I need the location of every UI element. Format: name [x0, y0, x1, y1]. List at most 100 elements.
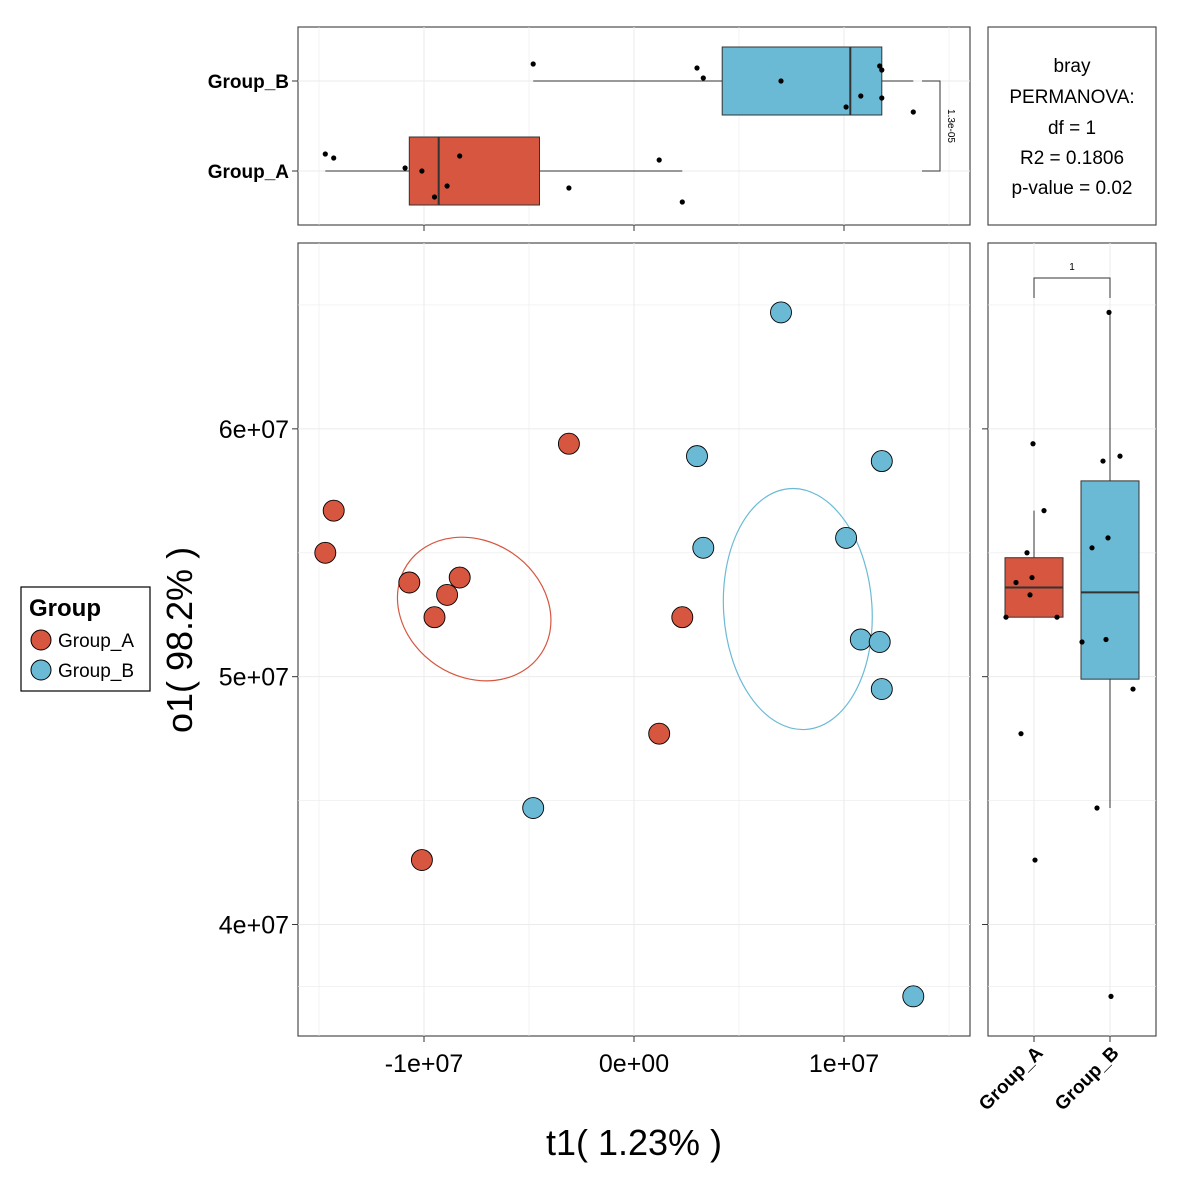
point-group-a: [410, 849, 433, 872]
top-boxplot-panel: 1.3e-05 Group_A Group_B: [208, 26, 971, 231]
jitter-point-group-a: [457, 153, 463, 159]
point-group-b: [686, 445, 708, 468]
x-tick-label: 0e+00: [599, 1050, 669, 1078]
legend-label-group-a: Group_A: [58, 631, 134, 652]
jitter-point-group-a: [331, 155, 337, 161]
legend-swatch-group-a: [30, 629, 52, 651]
jitter-point-group-b: [910, 109, 916, 115]
ellipse-group-a: [396, 536, 552, 682]
right-category-label: Group_B: [1051, 1043, 1123, 1115]
ellipse-group-b: [722, 487, 873, 731]
scatter-ticks: -1e+07 0e+00 1e+07 4e+07 5e+07 6e+07: [219, 416, 879, 1078]
right-boxplot-panel: 1 Group_A Group_B: [975, 242, 1157, 1115]
y-tick-label: 5e+07: [219, 664, 289, 692]
top-category-label: Group_A: [208, 162, 290, 183]
jitter-point-group-b: [1130, 686, 1136, 692]
jitter-point-group-b: [879, 95, 885, 101]
stats-pvalue: p-value = 0.02: [1012, 178, 1133, 199]
jitter-point-group-a: [1030, 441, 1036, 447]
significance-bracket-top: [922, 80, 941, 172]
point-group-b: [868, 631, 891, 653]
point-group-a: [648, 722, 671, 745]
x-tick-label: -1e+07: [385, 1050, 464, 1078]
point-group-a: [557, 432, 580, 455]
jitter-point-group-a: [1041, 508, 1047, 514]
point-group-b: [849, 628, 872, 651]
point-group-b: [522, 797, 545, 819]
jitter-point-group-a: [402, 165, 408, 171]
jitter-point-group-b: [1089, 545, 1095, 551]
permanova-stats-panel: bray PERMANOVA: df = 1 R2 = 0.1806 p-val…: [987, 26, 1157, 226]
jitter-point-group-b: [1106, 309, 1112, 315]
stats-method: bray: [1054, 56, 1091, 77]
jitter-point-group-b: [1100, 458, 1106, 464]
jitter-point-group-b: [1117, 453, 1123, 459]
jitter-point-group-a: [1027, 592, 1033, 598]
jitter-point-group-b: [843, 104, 849, 110]
jitter-point-group-a: [444, 183, 450, 189]
legend-label-group-b: Group_B: [58, 661, 134, 682]
point-group-b: [902, 985, 925, 1008]
jitter-point-group-b: [1103, 636, 1109, 643]
legend-swatch-group-b: [30, 659, 52, 681]
stats-r2: R2 = 0.1806: [1020, 148, 1124, 169]
point-group-a: [314, 541, 337, 564]
jitter-point-group-b: [1094, 805, 1100, 811]
jitter-point-group-a: [1013, 579, 1019, 586]
significance-label-right: 1: [1069, 262, 1075, 273]
point-group-a: [448, 566, 471, 589]
jitter-point-group-a: [679, 199, 685, 205]
jitter-point-group-a: [1029, 574, 1035, 581]
point-group-a: [436, 583, 459, 606]
point-group-a: [322, 499, 345, 522]
y-axis-title: o1( 98.2% ): [159, 547, 200, 733]
jitter-point-group-b: [877, 63, 883, 69]
significance-label-top: 1.3e-05: [945, 109, 956, 143]
point-group-b: [692, 536, 715, 559]
point-group-b: [870, 678, 893, 701]
jitter-point-group-a: [419, 168, 425, 174]
point-group-a: [398, 571, 421, 594]
right-panel-boxes: 1: [1003, 262, 1140, 999]
legend-title: Group: [29, 595, 101, 622]
right-category-label: Group_A: [975, 1042, 1048, 1115]
scatter-ellipses: [396, 487, 873, 731]
jitter-point-group-b: [1108, 993, 1114, 999]
jitter-point-group-a: [1024, 550, 1030, 556]
stats-df: df = 1: [1048, 118, 1096, 139]
box-group-b: [1080, 480, 1140, 680]
scatter-gridlines: [298, 243, 970, 1036]
jitter-point-group-a: [1018, 731, 1024, 737]
point-group-a: [423, 606, 446, 629]
y-tick-label: 4e+07: [219, 911, 289, 939]
top-panel-boxes: 1.3e-05: [322, 46, 956, 206]
jitter-point-group-b: [778, 78, 784, 84]
point-group-b: [870, 450, 893, 473]
legend: Group Group_A Group_B: [20, 586, 151, 692]
box-group-b: [721, 46, 883, 116]
box-group-a: [408, 136, 540, 206]
top-category-label: Group_B: [208, 72, 289, 93]
jitter-point-group-b: [879, 67, 885, 73]
x-axis-title: t1( 1.23% ): [546, 1122, 722, 1163]
jitter-point-group-b: [530, 61, 536, 67]
point-group-a: [671, 606, 694, 629]
point-group-b: [770, 301, 792, 324]
jitter-point-group-a: [322, 151, 328, 157]
scatter-points: [314, 301, 925, 1008]
jitter-point-group-a: [656, 157, 662, 163]
jitter-point-group-a: [1054, 614, 1060, 620]
jitter-point-group-b: [694, 65, 700, 71]
top-panel-ticks: Group_A Group_B: [208, 72, 845, 231]
stats-test: PERMANOVA:: [1009, 87, 1134, 108]
y-tick-label: 6e+07: [219, 416, 289, 444]
jitter-point-group-a: [566, 185, 572, 191]
x-tick-label: 1e+07: [809, 1050, 879, 1078]
jitter-point-group-a: [1032, 857, 1038, 863]
jitter-point-group-b: [700, 75, 706, 81]
jitter-point-group-b: [1079, 639, 1085, 645]
scatter-panel: -1e+07 0e+00 1e+07 4e+07 5e+07 6e+07: [219, 242, 971, 1078]
significance-bracket-right: [1033, 277, 1111, 298]
jitter-point-group-b: [858, 93, 864, 99]
